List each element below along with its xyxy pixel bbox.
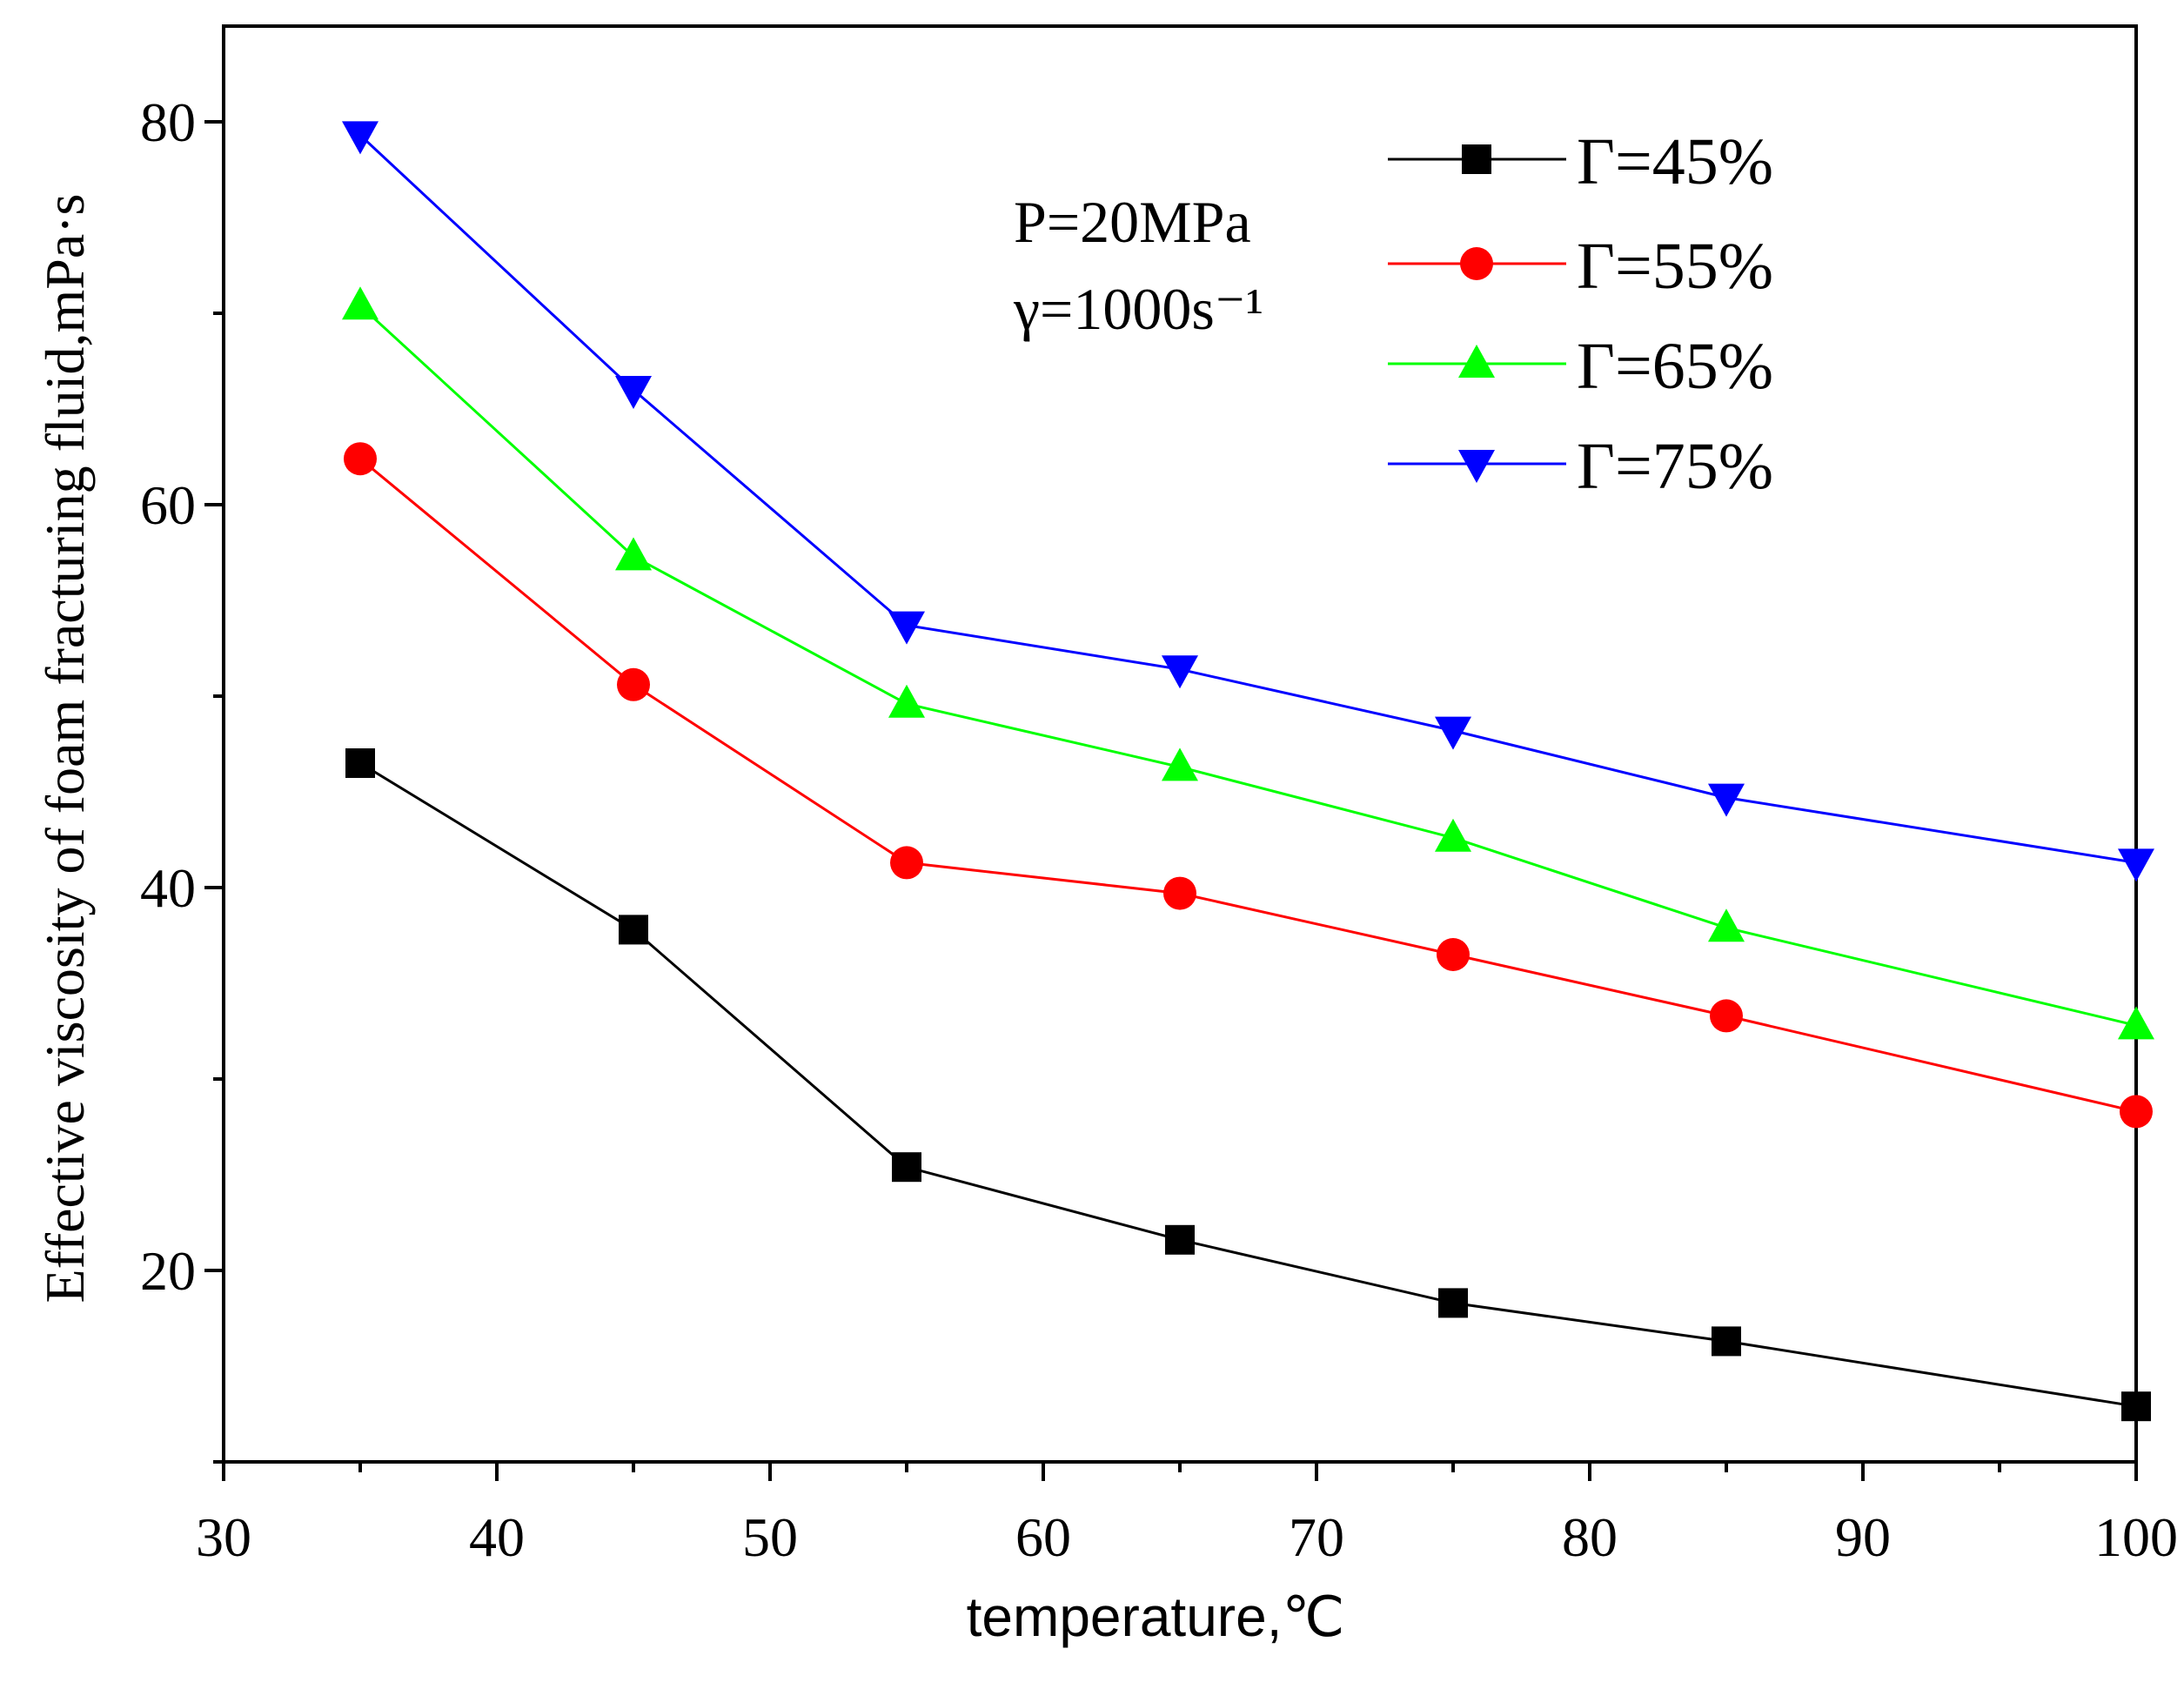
series-1 [345, 748, 2151, 1422]
data-point [2120, 1095, 2153, 1129]
data-point [2118, 848, 2154, 882]
data-point [617, 667, 650, 701]
data-point [1710, 999, 1743, 1033]
data-point [344, 442, 377, 476]
data-point [342, 121, 379, 155]
data-point [1435, 716, 1471, 750]
x-tick-label: 100 [2094, 1506, 2178, 1568]
data-point [1162, 747, 1198, 781]
data-point [1437, 938, 1470, 971]
legend-marker [1458, 345, 1495, 378]
annotation-pressure: P=20MPa [1014, 189, 1251, 255]
data-point [888, 684, 925, 718]
data-point [890, 846, 923, 880]
series-4 [342, 121, 2154, 882]
legend-item: Γ=75% [1388, 430, 1773, 503]
data-point [892, 1152, 921, 1183]
data-point [615, 376, 652, 409]
data-point [1708, 908, 1745, 942]
data-point [1162, 655, 1198, 689]
data-point [619, 915, 648, 945]
data-point [1163, 876, 1196, 910]
legend-marker [1458, 450, 1495, 483]
legend-item: Γ=55% [1388, 230, 1773, 303]
legend-label: Γ=75% [1577, 430, 1773, 503]
data-point [615, 537, 652, 571]
data-point [1165, 1224, 1195, 1255]
y-tick-label: 40 [140, 857, 196, 919]
y-tick-label: 80 [140, 91, 196, 153]
legend-label: Γ=55% [1577, 230, 1773, 303]
x-tick-label: 70 [1289, 1506, 1344, 1568]
x-tick-label: 30 [196, 1506, 251, 1568]
series-2 [344, 442, 2153, 1129]
series-line [359, 761, 2137, 1408]
data-point [345, 748, 375, 778]
y-tick-label: 20 [140, 1240, 196, 1302]
legend-label: Γ=45% [1577, 125, 1773, 198]
data-point [2118, 1006, 2154, 1040]
series-3 [342, 286, 2154, 1040]
axis-ticks: 30 40 50 60 70 80 90 100 20 40 60 80 [140, 91, 2178, 1568]
x-tick-label: 40 [469, 1506, 525, 1568]
data-point [1712, 1326, 1741, 1357]
legend-label: Γ=65% [1577, 330, 1773, 403]
x-tick-label: 50 [742, 1506, 798, 1568]
data-series [342, 121, 2154, 1422]
x-tick-label: 80 [1562, 1506, 1618, 1568]
legend-item: Γ=65% [1388, 330, 1773, 403]
legend-item: Γ=45% [1388, 125, 1773, 198]
x-tick-label: 60 [1015, 1506, 1071, 1568]
y-tick-label: 60 [140, 474, 196, 536]
x-axis-title: temperature,℃ [967, 1585, 1345, 1648]
legend-marker [1462, 144, 1491, 174]
data-point [2121, 1391, 2151, 1422]
data-point [888, 611, 925, 645]
y-axis-title: Effective viscosity of foam fracturing f… [34, 194, 96, 1304]
data-point [342, 286, 379, 320]
annotation-shear-rate: γ=1000s⁻¹ [1013, 276, 1263, 342]
data-point [1435, 818, 1471, 852]
legend-marker [1460, 247, 1493, 280]
data-point [1708, 783, 1745, 817]
data-point [1438, 1288, 1468, 1318]
legend: Γ=45% Γ=55% Γ=65% Γ=75% [1388, 125, 1773, 503]
x-tick-label: 90 [1835, 1506, 1891, 1568]
